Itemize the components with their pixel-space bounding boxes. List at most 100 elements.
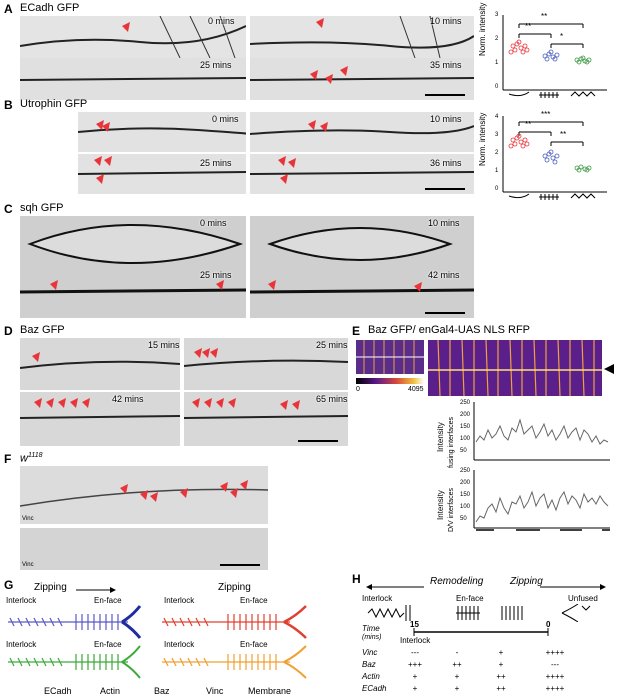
panel-e-plot2-ytick-200: 200 — [460, 480, 471, 486]
panel-e-plot2 — [473, 470, 610, 531]
panel-a-time-4: 35 mins — [430, 60, 462, 70]
panel-b-image-2 — [250, 112, 474, 152]
panel-e-plot2-ylabel-b: D/V interfaces — [448, 488, 455, 532]
panel-b-time-2: 10 mins — [430, 114, 462, 124]
panel-b-ytick-2: 2 — [495, 150, 499, 156]
panel-h-letter: H — [352, 572, 361, 586]
panel-e-cbar-min: 0 — [356, 386, 360, 393]
panel-d-image-1 — [20, 338, 180, 390]
panel-e-plot1-ylabel: Intensity — [436, 422, 445, 452]
panel-e-plot1 — [473, 402, 610, 461]
panel-g-label-baz: Baz — [154, 686, 170, 696]
panel-a-sig-1: ** — [541, 12, 548, 21]
panel-h-arrows — [366, 584, 606, 590]
panel-b-image-1 — [78, 112, 246, 152]
panel-a-time-2: 10 mins — [430, 16, 462, 26]
panel-d-time-2: 25 mins — [316, 340, 348, 350]
panel-a-sig-3: * — [560, 32, 564, 41]
panel-h-cell: + — [412, 672, 418, 681]
panel-h-remodeling: Remodeling — [430, 576, 484, 587]
panel-h-enface: En-face — [456, 594, 484, 603]
panel-b-ytick-4: 4 — [495, 114, 499, 120]
panel-a-ytick-2: 2 — [495, 36, 499, 42]
panel-c-image-3 — [20, 268, 246, 318]
panel-g-interlock-1: Interlock — [6, 596, 37, 605]
panel-e-plot2-ytick-50: 50 — [460, 516, 467, 522]
panel-a-time-3: 25 mins — [200, 60, 232, 70]
panel-h-cell: + — [454, 684, 460, 693]
panel-d-title: Baz GFP — [20, 324, 65, 336]
panel-e-plot1-ytick-150: 150 — [460, 424, 471, 430]
panel-g-diagram — [8, 605, 307, 679]
panel-b-image-4 — [250, 154, 474, 194]
panel-h-schematic — [367, 604, 591, 622]
panel-a-image-2 — [250, 16, 474, 58]
panel-e-plot1-ytick-100: 100 — [460, 436, 471, 442]
panel-f-title: w1118 — [20, 452, 43, 465]
panel-g-enface-4: En-face — [240, 640, 268, 649]
panel-d-image-4 — [184, 392, 348, 446]
panel-d-image-3 — [20, 392, 180, 446]
panel-e-plot2-ytick-150: 150 — [460, 492, 471, 498]
panel-e-plot2-ylabel: Intensity — [436, 490, 445, 520]
panel-b-sig-3: ** — [560, 130, 567, 139]
panel-c-image-1 — [20, 216, 246, 268]
panel-c-time-4: 42 mins — [428, 270, 460, 280]
panel-h-time-unit: (mins) — [362, 634, 382, 641]
panel-h-t15: 15 — [410, 620, 419, 629]
panel-h-cell: ++++ — [545, 672, 565, 681]
panel-h-cell: + — [454, 672, 460, 681]
panel-b-time-4: 36 mins — [430, 158, 462, 168]
panel-h-t0: 0 — [546, 620, 551, 629]
panel-d-time-1: 15 mins — [148, 340, 180, 350]
panel-e-cbar-max: 4095 — [408, 386, 424, 393]
panel-h-time-label: Time — [362, 624, 380, 633]
panel-c-image-4 — [250, 268, 474, 318]
panel-h-cell: --- — [411, 648, 419, 657]
panel-b-scalebar — [425, 188, 465, 190]
panel-c-time-3: 25 mins — [200, 270, 232, 280]
panel-b-sig-2: ** — [525, 120, 532, 129]
panel-b-letter: B — [4, 98, 13, 112]
panel-g-zipping-right: Zipping — [218, 582, 251, 593]
panel-e-plot1-ytick-50: 50 — [460, 448, 467, 454]
panel-b-ytick-0: 0 — [495, 186, 499, 192]
panel-a-image-3 — [20, 58, 246, 100]
panel-f-label-1: Vinc — [22, 516, 34, 522]
panel-c-title: sqh GFP — [20, 202, 64, 214]
panel-h-cell: + — [412, 684, 418, 693]
panel-h-row-label: ECadh — [362, 684, 387, 693]
panel-e-plot2-ytick-100: 100 — [460, 504, 471, 510]
panel-e-arrowhead-icon — [604, 364, 614, 374]
panel-g-label-vinc: Vinc — [206, 686, 224, 696]
panel-a-sig-2: ** — [525, 22, 532, 31]
panel-e-main-image — [428, 340, 602, 396]
panel-h-cell: ++ — [452, 660, 462, 669]
panel-e-plot2-ytick-250: 250 — [460, 468, 471, 474]
panel-b-ylabel: Norm. intensity — [478, 112, 487, 166]
panel-b-title: Utrophin GFP — [20, 98, 88, 110]
panel-g-letter: G — [4, 578, 14, 592]
panel-d-scalebar — [298, 440, 338, 442]
panel-g-label-membrane: Membrane — [248, 686, 292, 696]
panel-h-row-label: Vinc — [362, 648, 378, 657]
panel-b-ytick-3: 3 — [495, 132, 499, 138]
panel-h-zipping: Zipping — [510, 576, 543, 587]
panel-h-cell: + — [498, 660, 504, 669]
panel-g-interlock-4: Interlock — [164, 640, 195, 649]
panel-g-label-ecadh: ECadh — [44, 686, 72, 696]
panel-c-scalebar — [425, 312, 465, 314]
panel-a-ytick-0: 0 — [495, 84, 499, 90]
panel-h-cell: ++ — [496, 684, 506, 693]
panel-h-row-label: Baz — [362, 660, 376, 669]
panel-d-letter: D — [4, 324, 13, 338]
panel-d-image-2 — [184, 338, 348, 390]
panel-h-cell: ++++ — [545, 648, 565, 657]
panel-a-image-4 — [250, 58, 474, 100]
panel-h-row-label: Actin — [362, 672, 380, 681]
panel-h-interlock: Interlock — [362, 594, 393, 603]
panel-c-time-2: 10 mins — [428, 218, 460, 228]
panel-a-image-1 — [20, 16, 246, 58]
panel-c-letter: C — [4, 202, 13, 216]
panel-e-title: Baz GFP/ enGal4-UAS NLS RFP — [368, 324, 530, 336]
